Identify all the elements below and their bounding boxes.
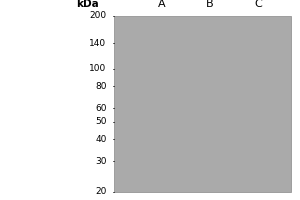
Text: 200: 200 — [89, 11, 106, 21]
Text: 80: 80 — [95, 82, 106, 91]
Text: 30: 30 — [95, 157, 106, 166]
Text: B: B — [206, 0, 214, 9]
Text: kDa: kDa — [76, 0, 99, 9]
Text: 140: 140 — [89, 39, 106, 48]
Text: C: C — [254, 0, 262, 9]
Bar — [114, 16, 291, 192]
Text: A: A — [158, 0, 166, 9]
Text: 50: 50 — [95, 117, 106, 126]
Text: 100: 100 — [89, 64, 106, 73]
Text: 60: 60 — [95, 104, 106, 113]
Text: 40: 40 — [95, 135, 106, 144]
Text: 20: 20 — [95, 188, 106, 196]
